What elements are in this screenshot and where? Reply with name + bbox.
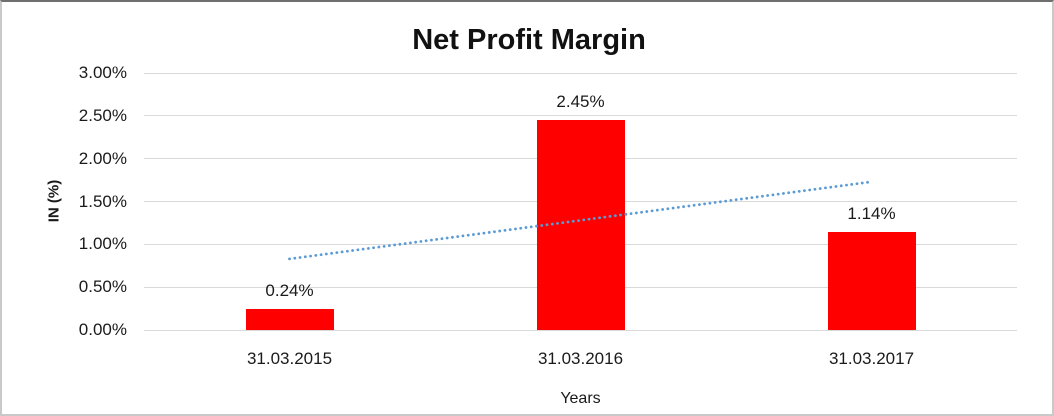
trendline	[288, 180, 873, 261]
x-tick-label: 31.03.2017	[828, 349, 915, 368]
plot-area: 0.24% 2.45% 1.14%	[144, 72, 1017, 331]
bar-31.03.2017	[827, 232, 916, 330]
y-tick-label: 1.50%	[78, 191, 127, 211]
y-tick-label: 2.00%	[78, 148, 127, 168]
bar-data-label: 1.14%	[847, 204, 896, 224]
bar-31.03.2015	[245, 309, 334, 330]
y-tick-label: 0.50%	[78, 277, 127, 297]
y-tick-label: 0.00%	[78, 320, 127, 339]
bar-data-label: 0.24%	[265, 281, 314, 301]
x-tick-label: 31.03.2016	[537, 349, 624, 368]
y-tick-label: 2.50%	[78, 105, 127, 125]
gridline	[144, 115, 1017, 117]
bar-31.03.2016	[536, 120, 625, 330]
chart-title: Net Profit Margin	[412, 24, 646, 56]
gridline	[144, 72, 1017, 74]
x-tick-label: 31.03.2015	[246, 349, 333, 368]
y-tick-label: 3.00%	[78, 63, 127, 82]
y-tick-label: 1.00%	[78, 234, 127, 254]
x-axis-title: Years	[560, 390, 601, 407]
gridline	[144, 329, 1017, 331]
bar-data-label: 2.45%	[556, 92, 605, 112]
